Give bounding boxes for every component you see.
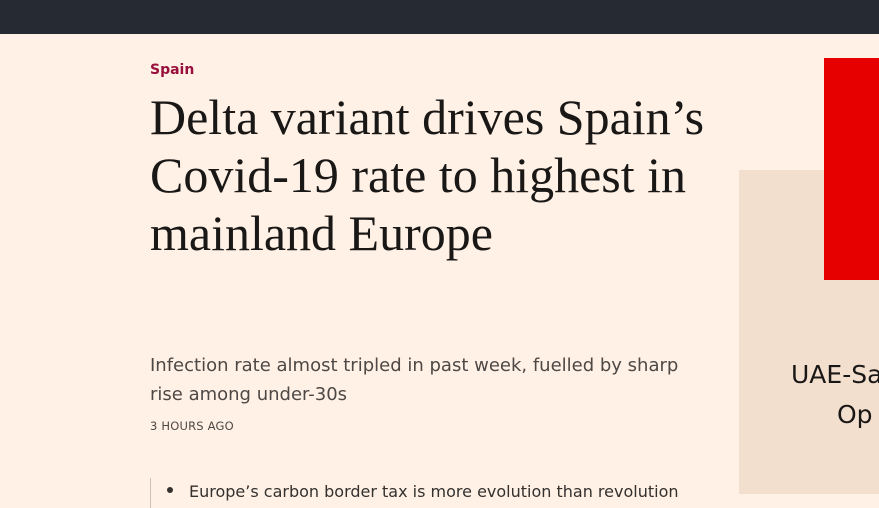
advert-headline-line2[interactable]: Op [837, 400, 873, 429]
article-headline[interactable]: Delta variant drives Spain’s Covid-19 ra… [150, 89, 705, 261]
article-standfirst: Infection rate almost tripled in past we… [150, 355, 679, 405]
top-navigation-bar [0, 0, 879, 34]
topic-tag-link[interactable]: Spain [150, 62, 195, 78]
advert-banner-image[interactable] [824, 58, 879, 280]
related-article-link[interactable]: Europe’s carbon border tax is more evolu… [189, 482, 679, 501]
bullet-icon [167, 487, 173, 493]
advert-headline-line1[interactable]: UAE-Sa [791, 360, 879, 389]
article-timestamp: 3 HOURS AGO [150, 419, 234, 433]
related-articles-list: Europe’s carbon border tax is more evolu… [150, 478, 711, 508]
